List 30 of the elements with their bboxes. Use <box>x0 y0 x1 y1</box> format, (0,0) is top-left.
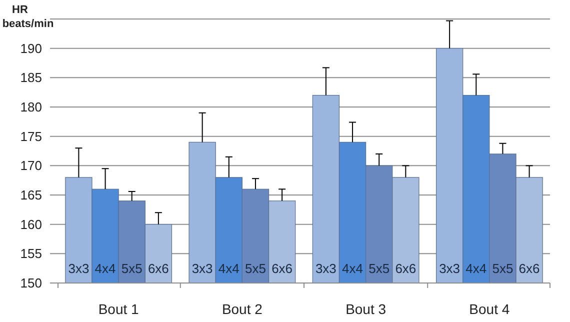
text: 5x5 <box>368 261 390 276</box>
x-tick-label: Bout 1 <box>98 301 140 317</box>
y-tick-label: 165 <box>20 188 42 203</box>
series-label: 4x4 <box>466 261 487 276</box>
y-tick-label: 175 <box>20 128 42 144</box>
y-tick-label: 190 <box>20 40 42 56</box>
text: 6x6 <box>148 261 169 276</box>
text: 5x5 <box>244 261 266 276</box>
text: 3x3 <box>192 261 213 276</box>
series-label: 5x5 <box>121 261 142 276</box>
text: 5x5 <box>492 261 514 276</box>
y-tick-label: 170 <box>20 158 42 174</box>
x-tick-label: Bout 3 <box>346 301 386 317</box>
text: 3x3 <box>315 261 336 276</box>
y-tick-label: 160 <box>20 216 42 232</box>
y-axis-title: HR beats/min <box>2 4 54 30</box>
text: 4x4 <box>342 261 364 276</box>
x-tick-label: Bout 4 <box>469 301 510 317</box>
y-tick-label: 155 <box>20 246 42 262</box>
text: 4x4 <box>94 261 116 276</box>
y-tick-label: 180 <box>20 100 42 115</box>
y-tick-label: 150 <box>20 276 42 291</box>
y-tick-label: 185 <box>20 70 42 86</box>
text: 3x3 <box>439 261 460 276</box>
text: 6x6 <box>518 261 540 276</box>
x-tick-label: Bout 2 <box>222 301 263 317</box>
text: 4x4 <box>218 261 240 276</box>
series-label: 3x3 <box>68 261 90 276</box>
text: 6x6 <box>272 261 293 276</box>
series-label: 6x6 <box>395 261 416 276</box>
